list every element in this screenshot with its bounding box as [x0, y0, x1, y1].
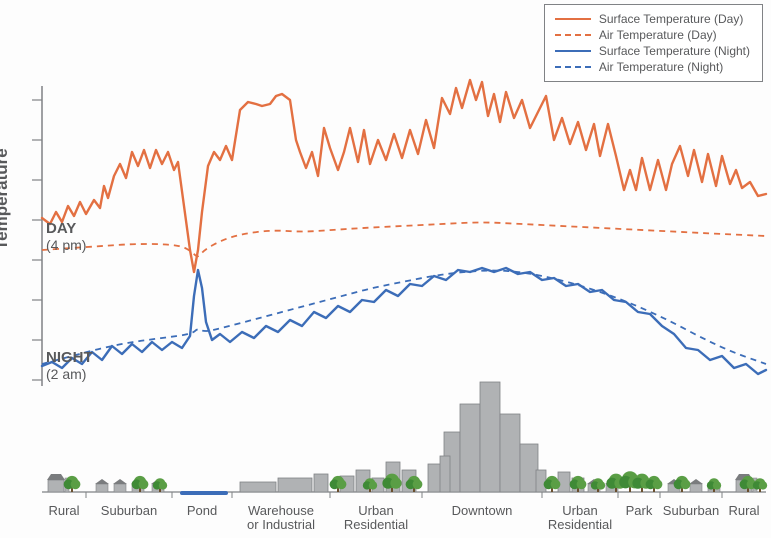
- line-surface-night: [42, 268, 766, 374]
- y-axis-title: Temperature: [0, 148, 12, 250]
- night-annotation: NIGHT (2 am): [46, 350, 93, 382]
- x-axis-label: Pond: [172, 504, 232, 532]
- legend-swatch-surface-night: [555, 50, 591, 52]
- legend-item-surface-day: Surface Temperature (Day): [555, 11, 750, 27]
- night-label: NIGHT: [46, 349, 93, 366]
- x-axis-label: Warehouseor Industrial: [232, 504, 330, 532]
- line-air-night: [42, 271, 766, 365]
- line-surface-day: [42, 80, 766, 272]
- legend-text-air-day: Air Temperature (Day): [599, 27, 717, 43]
- legend-swatch-air-night: [555, 66, 591, 68]
- line-air-day: [42, 223, 766, 257]
- x-axis-label: Rural: [42, 504, 86, 532]
- x-axis-label: Rural: [722, 504, 766, 532]
- day-label: DAY: [46, 220, 76, 237]
- legend-item-air-day: Air Temperature (Day): [555, 27, 750, 43]
- day-sublabel: (4 pm): [46, 237, 86, 253]
- x-axis-label: Downtown: [422, 504, 542, 532]
- legend-swatch-surface-day: [555, 18, 591, 20]
- day-annotation: DAY (4 pm): [46, 221, 86, 253]
- legend-text-surface-day: Surface Temperature (Day): [599, 11, 744, 27]
- night-sublabel: (2 am): [46, 366, 93, 382]
- x-axis-labels: RuralSuburbanPondWarehouseor IndustrialU…: [42, 504, 769, 532]
- legend-swatch-air-day: [555, 34, 591, 36]
- legend-text-surface-night: Surface Temperature (Night): [599, 43, 750, 59]
- legend-text-air-night: Air Temperature (Night): [599, 59, 724, 75]
- x-axis-label: Suburban: [660, 504, 722, 532]
- legend-item-surface-night: Surface Temperature (Night): [555, 43, 750, 59]
- legend-item-air-night: Air Temperature (Night): [555, 59, 750, 75]
- legend: Surface Temperature (Day) Air Temperatur…: [544, 4, 763, 82]
- x-axis-label: Suburban: [86, 504, 172, 532]
- x-axis-label: UrbanResidential: [330, 504, 422, 532]
- x-axis-label: Park: [618, 504, 660, 532]
- x-axis-label: UrbanResidential: [542, 504, 618, 532]
- chart-container: Temperature DAY (4 pm) NIGHT (2 am) Surf…: [0, 0, 771, 538]
